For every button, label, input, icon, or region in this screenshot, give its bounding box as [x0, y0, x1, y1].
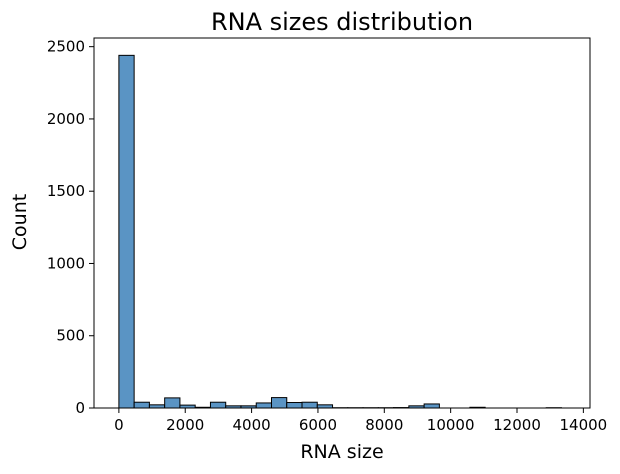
bars-group — [118, 54, 562, 409]
x-tick-label: 8000 — [365, 416, 403, 434]
chart-title: RNA sizes distribution — [211, 8, 473, 36]
histogram-bar — [301, 401, 318, 409]
y-tick-label: 2500 — [47, 38, 85, 56]
histogram-bar — [255, 402, 272, 409]
x-tick-label: 4000 — [232, 416, 270, 434]
histogram-bar — [164, 397, 181, 409]
x-axis-label: RNA size — [300, 441, 383, 463]
histogram-bar — [209, 401, 227, 409]
histogram-bar — [270, 397, 288, 409]
histogram-bar — [423, 403, 440, 409]
x-tick-label: 14000 — [560, 416, 608, 434]
plot-frame — [93, 37, 591, 409]
y-axis-label: Count — [9, 194, 31, 250]
x-tick-label: 0 — [114, 416, 124, 434]
x-tick-label: 10000 — [427, 416, 475, 434]
y-tick-label: 0 — [75, 399, 85, 417]
y-tick-label: 500 — [56, 327, 85, 345]
histogram-bar — [133, 401, 150, 409]
x-tick-label: 12000 — [493, 416, 541, 434]
x-tick-label: 6000 — [299, 416, 337, 434]
x-axis-ticks: 0 2000 4000 6000 8000 10000 12000 14000 — [114, 408, 607, 434]
histogram-bar — [118, 54, 135, 409]
histogram-bar — [286, 402, 303, 409]
y-tick-label: 1500 — [47, 182, 85, 200]
x-tick-label: 2000 — [166, 416, 204, 434]
y-axis-ticks: 0 500 1000 1500 2000 2500 — [47, 38, 94, 417]
y-tick-label: 1000 — [47, 254, 85, 272]
y-tick-label: 2000 — [47, 110, 85, 128]
